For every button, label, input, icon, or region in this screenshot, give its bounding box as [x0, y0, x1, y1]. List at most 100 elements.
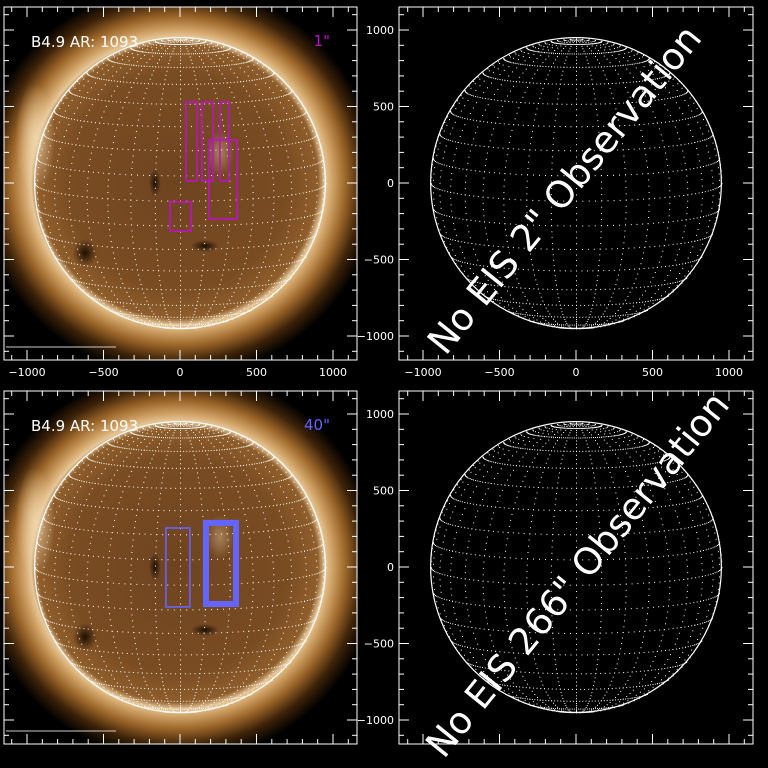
- grid-dot: [470, 219, 472, 221]
- grid-dot: [504, 300, 506, 302]
- grid-dot: [483, 177, 485, 179]
- grid-dot: [465, 181, 467, 183]
- grid-dot: [638, 312, 640, 314]
- grid-dot: [539, 292, 541, 294]
- grid-dot: [175, 103, 177, 105]
- grid-dot: [280, 281, 282, 283]
- grid-dot: [194, 324, 196, 326]
- grid-dot: [213, 315, 215, 317]
- grid-dot: [251, 100, 253, 102]
- grid-dot: [81, 282, 83, 283]
- grid-dot: [434, 204, 436, 206]
- grid-dot: [245, 257, 247, 259]
- grid-dot: [570, 249, 571, 250]
- grid-dot: [110, 60, 112, 62]
- grid-dot: [668, 295, 669, 297]
- grid-dot: [464, 90, 466, 92]
- grid-dot: [558, 88, 560, 90]
- grid-dot: [224, 264, 226, 266]
- grid-dot: [633, 63, 635, 65]
- grid-dot: [629, 124, 631, 126]
- grid-dot: [201, 52, 202, 54]
- grid-dot: [640, 62, 642, 64]
- grid-dot: [195, 308, 197, 310]
- grid-dot: [705, 215, 707, 217]
- grid-dot: [652, 111, 654, 113]
- grid-dot: [449, 243, 451, 245]
- grid-dot: [60, 100, 62, 102]
- grid-dot: [88, 109, 90, 111]
- grid-dot: [128, 287, 130, 289]
- grid-dot: [570, 39, 572, 41]
- grid-dot: [576, 297, 577, 299]
- grid-dot: [615, 69, 616, 71]
- grid-dot: [720, 185, 722, 187]
- grid-dot: [318, 188, 320, 190]
- grid-dot: [534, 47, 536, 49]
- grid-dot: [512, 286, 514, 288]
- grid-dot: [453, 222, 455, 224]
- grid-dot: [532, 269, 534, 271]
- grid-dot: [676, 132, 678, 134]
- grid-dot: [289, 169, 291, 171]
- grid-dot: [148, 200, 150, 202]
- grid-dot: [625, 87, 627, 88]
- grid-dot: [192, 66, 194, 68]
- grid-dot: [625, 314, 627, 316]
- grid-dot: [151, 310, 153, 312]
- grid-dot: [652, 73, 654, 75]
- grid-dot: [143, 292, 145, 294]
- grid-dot: [503, 267, 505, 269]
- grid-dot: [285, 169, 287, 171]
- grid-dot: [95, 266, 96, 268]
- grid-dot: [549, 70, 551, 72]
- grid-dot: [86, 270, 88, 272]
- grid-dot: [204, 47, 206, 49]
- grid-dot: [177, 39, 179, 41]
- grid-dot: [706, 138, 708, 140]
- grid-dot: [635, 101, 637, 103]
- grid-dot: [654, 299, 656, 301]
- grid-dot: [93, 297, 95, 299]
- grid-dot: [152, 316, 154, 318]
- grid-dot: [249, 154, 251, 156]
- grid-dot: [152, 55, 154, 57]
- grid-dot: [516, 310, 518, 312]
- grid-dot: [572, 316, 574, 318]
- grid-dot: [133, 49, 135, 51]
- grid-dot: [485, 158, 487, 160]
- grid-dot: [475, 96, 477, 97]
- grid-dot: [643, 66, 645, 68]
- grid-dot: [527, 230, 529, 232]
- grid-dot: [611, 149, 613, 151]
- grid-dot: [204, 156, 206, 158]
- grid-dot: [306, 133, 308, 135]
- grid-dot: [667, 109, 669, 111]
- grid-dot: [306, 140, 308, 141]
- grid-dot: [37, 159, 39, 161]
- grid-dot: [516, 112, 518, 114]
- grid-dot: [539, 44, 540, 46]
- grid-dot: [611, 83, 613, 84]
- grid-dot: [514, 52, 516, 54]
- grid-dot: [149, 78, 151, 80]
- grid-dot: [217, 224, 218, 226]
- grid-dot: [120, 112, 122, 114]
- grid-dot: [254, 105, 256, 107]
- y-tick-label: 1000: [366, 24, 394, 37]
- grid-dot: [477, 196, 479, 198]
- grid-dot: [290, 181, 292, 183]
- grid-dot: [136, 303, 138, 305]
- grid-dot: [223, 269, 225, 271]
- grid-dot: [437, 139, 439, 141]
- panel-top-right: No EIS 2" Observation−1000 −500 0 500 100010…: [357, 6, 754, 379]
- grid-dot: [127, 247, 129, 249]
- grid-dot: [669, 97, 671, 99]
- grid-dot: [698, 222, 700, 224]
- grid-dot: [287, 231, 289, 233]
- grid-dot: [249, 241, 251, 242]
- grid-dot: [489, 76, 491, 78]
- grid-dot: [574, 44, 576, 45]
- grid-dot: [180, 93, 181, 95]
- grid-dot: [579, 42, 581, 44]
